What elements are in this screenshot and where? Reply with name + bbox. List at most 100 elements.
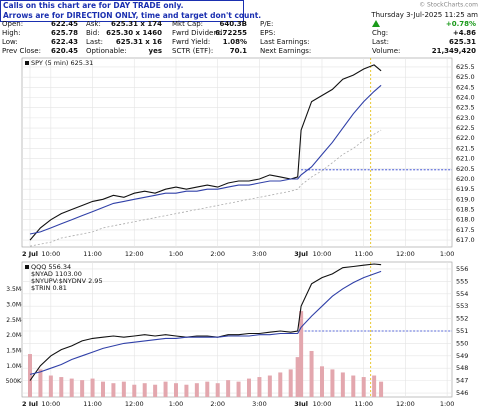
volume-bar [309, 350, 314, 397]
quote-value: 625.30 x 1460 [106, 29, 162, 37]
quote-value: 625.31 x 174 [111, 20, 162, 28]
quote-label: Fwrd Yield: [172, 38, 210, 46]
x-tick-label: 2:00 [210, 250, 225, 258]
x-tick-label: 10:00 [41, 250, 60, 258]
plot-area [21, 57, 453, 248]
volume-bar [80, 380, 85, 397]
quote-label: EPS: [260, 29, 275, 37]
price-line [29, 64, 382, 241]
watermark: © StockCharts.com [419, 2, 478, 9]
x-tick-label: 3:00 [252, 250, 267, 258]
y-tick-label: 617.5 [456, 226, 475, 234]
x-tick-label: 11:00 [354, 250, 373, 258]
y2-tick-label: 500K [6, 378, 22, 385]
quote-value: 625.31 [449, 38, 476, 46]
x-tick-label: 1:00 [440, 400, 455, 406]
up-arrow [372, 20, 380, 27]
volume-bar [299, 311, 304, 397]
volume-bar [121, 381, 126, 397]
y-tick-label: 625.5 [456, 63, 475, 71]
y2-tick-label: 1.0M [6, 363, 21, 370]
y-tick-label: 621.0 [456, 155, 475, 163]
y2-tick-label: 2.0M [6, 332, 21, 339]
volume-bar [215, 383, 220, 397]
y-tick-label: 547 [456, 377, 468, 385]
volume-bar [194, 383, 199, 397]
quote-label: Last Earnings: [260, 38, 310, 46]
volume-bar [90, 378, 95, 397]
y-tick-label: 556 [456, 265, 468, 273]
quote-label: Volume: [372, 47, 400, 55]
volume-bar [38, 369, 43, 397]
x-tick-label: 2 Jul [22, 250, 38, 258]
quote-label: Next Earnings: [260, 47, 311, 55]
volume-bar [267, 375, 272, 397]
volume-bar [278, 372, 283, 397]
price-line [29, 263, 382, 381]
quote-value: 625.31 x 16 [116, 38, 162, 46]
quote-label: Fwrd Dividend: [172, 29, 225, 37]
quote-value: 625.78 [51, 29, 78, 37]
quote-value: 1.08% [223, 38, 247, 46]
volume-bar [48, 375, 53, 397]
note: Arrows are for DIRECTION ONLY, time and … [3, 11, 261, 20]
volume-bar [111, 383, 116, 397]
volume-bar [330, 369, 335, 397]
quote-label: Bid: [86, 29, 100, 37]
x-tick-label: 10:00 [41, 400, 60, 406]
volume-bar [142, 383, 147, 397]
quote-value: 70.1 [230, 47, 247, 55]
quote-label: Optionable: [86, 47, 127, 55]
volume-bar [236, 381, 241, 397]
volume-bar [153, 384, 158, 397]
note-box [0, 0, 244, 22]
plot-area [21, 261, 453, 398]
volume-bar [319, 366, 324, 397]
y-tick-label: 554 [456, 290, 468, 298]
x-tick-label: 12:00 [125, 400, 144, 406]
y2-tick-label: 3.5M [6, 286, 21, 293]
volume-bar [184, 384, 189, 397]
quote-value: +4.86 [453, 29, 476, 37]
x-tick-label: 3Jul [294, 400, 308, 406]
legend-entry: SPY (5 min) 625.31 [31, 59, 93, 67]
quote-value: 622.45 [51, 20, 78, 28]
volume-bar [132, 384, 137, 397]
y-tick-label: 623.5 [456, 104, 475, 112]
y-tick-label: 623.0 [456, 114, 475, 122]
quote-label: P/E: [260, 20, 273, 28]
y-tick-label: 621.5 [456, 144, 475, 152]
quote-label: Open: [2, 20, 23, 28]
indicator-label: $NYUPV:$NYDNV 2.95 [31, 277, 103, 285]
x-tick-label: 11:00 [83, 250, 102, 258]
quote-value: 21,349,420 [432, 47, 476, 55]
quote-label: Low: [2, 38, 18, 46]
y-tick-label: 619.0 [456, 195, 475, 203]
volume-bar [59, 377, 64, 397]
note: Calls on this chart are for DAY TRADE on… [3, 1, 184, 10]
legend-swatch [25, 61, 29, 65]
volume-bar [257, 377, 262, 397]
y-tick-label: 618.0 [456, 216, 475, 224]
volume-bar [69, 378, 74, 397]
volume-bar [27, 354, 32, 397]
volume-bar [379, 381, 384, 397]
volume-bar [351, 375, 356, 397]
quote-value: yes [149, 47, 162, 55]
x-tick-label: 2:00 [210, 400, 225, 406]
volume-bar [295, 357, 300, 397]
volume-bar [246, 378, 251, 397]
quote-value: 622.43 [51, 38, 78, 46]
y-tick-label: 618.5 [456, 206, 475, 214]
x-tick-label: 12:00 [396, 400, 415, 406]
quote-label: Chg: [372, 29, 388, 37]
quote-value: 640.3B [220, 20, 247, 28]
y-tick-label: 619.5 [456, 185, 475, 193]
quote-label: Last: [372, 38, 389, 46]
x-tick-label: 10:00 [313, 250, 332, 258]
quote-value: 620.45 [51, 47, 78, 55]
y-tick-label: 549 [456, 352, 468, 360]
quote-label: Ask: [86, 20, 101, 28]
y-tick-label: 624.0 [456, 94, 475, 102]
